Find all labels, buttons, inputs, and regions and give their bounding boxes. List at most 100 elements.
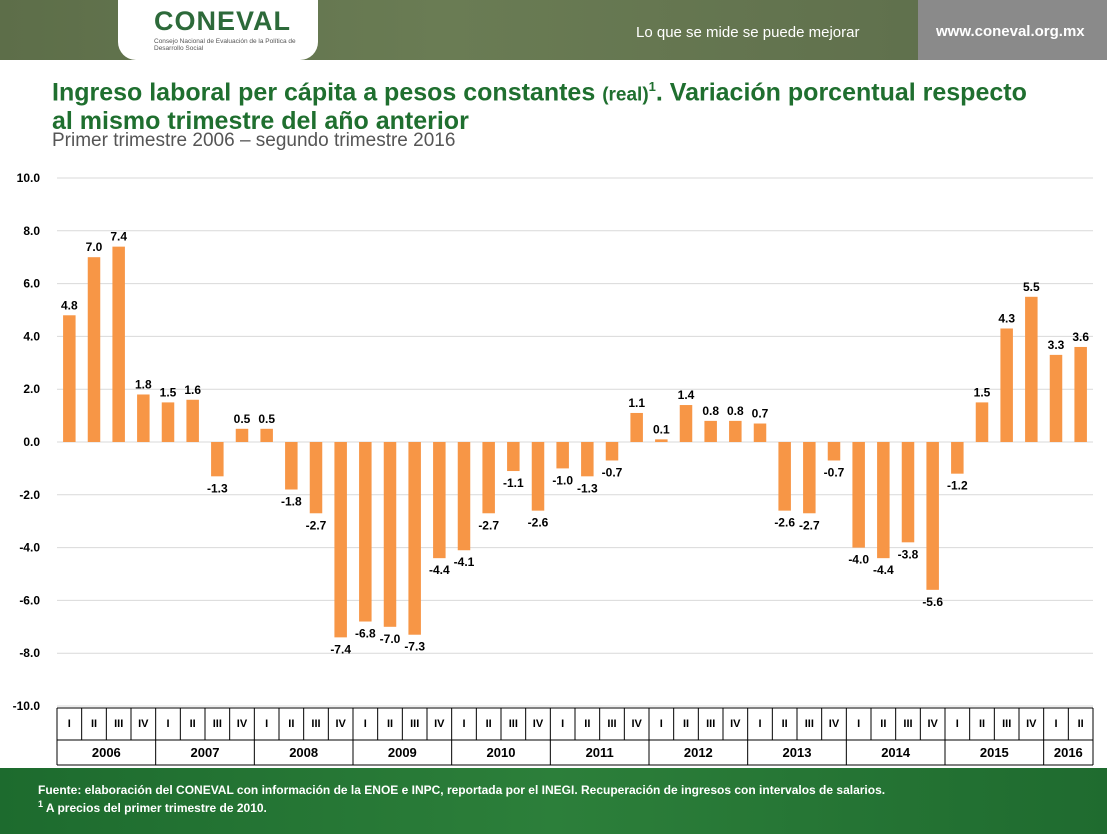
quarter-label: IV	[927, 718, 938, 730]
bar	[803, 442, 816, 514]
data-label: 1.4	[678, 388, 695, 402]
bar	[186, 399, 199, 442]
footnote-text: A precios del primer trimestre de 2010.	[43, 801, 267, 815]
year-label: 2013	[783, 745, 812, 760]
bar	[1025, 296, 1038, 442]
y-tick-label: 10.0	[17, 171, 41, 185]
source-note: Fuente: elaboración del CONEVAL con info…	[38, 783, 886, 797]
bar	[1074, 346, 1087, 442]
bar	[211, 442, 224, 477]
data-label: -2.6	[528, 516, 549, 530]
footer-band: Fuente: elaboración del CONEVAL con info…	[0, 768, 1107, 834]
bar	[877, 442, 890, 559]
data-label: 1.5	[160, 385, 177, 399]
data-label: -1.0	[552, 473, 573, 487]
bar	[852, 442, 865, 548]
data-label: -2.7	[306, 518, 327, 532]
bar	[679, 405, 693, 442]
quarter-label: II	[387, 718, 393, 730]
quarter-label: II	[683, 718, 689, 730]
data-label: -6.8	[355, 627, 376, 641]
quarter-label: IV	[434, 718, 445, 730]
quarter-label: I	[857, 718, 860, 730]
logo: CONEVAL Consejo Nacional de Evaluación d…	[118, 0, 318, 60]
data-label: 1.6	[184, 383, 201, 397]
data-label: -7.0	[380, 632, 401, 646]
bar	[827, 442, 841, 461]
bar	[334, 442, 347, 638]
bar	[531, 442, 545, 511]
bar	[1000, 328, 1013, 442]
quarter-label: I	[68, 718, 71, 730]
year-label: 2015	[980, 745, 1009, 760]
bar	[901, 442, 915, 543]
quarter-label: IV	[335, 718, 346, 730]
bar	[753, 423, 767, 442]
year-label: 2016	[1054, 745, 1083, 760]
quarter-label: III	[509, 718, 518, 730]
quarter-label: III	[706, 718, 715, 730]
bar	[359, 442, 372, 622]
quarter-label: III	[805, 718, 814, 730]
quarter-label: IV	[730, 718, 741, 730]
quarter-label: I	[660, 718, 663, 730]
y-tick-label: 6.0	[23, 277, 40, 291]
bar	[235, 428, 249, 442]
quarter-label: III	[1002, 718, 1011, 730]
quarter-label: I	[462, 718, 465, 730]
quarter-label: I	[561, 718, 564, 730]
data-label: -4.1	[454, 555, 475, 569]
quarter-label: IV	[533, 718, 544, 730]
bar	[457, 442, 471, 551]
data-label: -2.7	[799, 518, 820, 532]
data-label: 7.0	[86, 240, 103, 254]
logo-wordmark: CONEVAL	[154, 6, 292, 36]
bar-chart: 10.0 8.0 6.0 4.0 2.0 0.0 -2.0 -4.0 -6.0 -8.0 -10.0…	[13, 171, 1094, 766]
data-label: 3.6	[1072, 330, 1089, 344]
quarter-label: III	[903, 718, 912, 730]
data-label: -0.7	[824, 465, 845, 479]
quarter-label: II	[782, 718, 788, 730]
title-real: (real)	[602, 84, 649, 106]
y-tick-label: -8.0	[19, 646, 40, 660]
quarter-label: II	[1078, 718, 1084, 730]
data-label: -4.4	[873, 563, 894, 577]
data-label: 0.7	[752, 407, 769, 421]
bar	[309, 442, 323, 514]
bar	[482, 442, 495, 514]
bar	[630, 412, 643, 442]
footnote-marker: 1	[38, 799, 44, 809]
data-label: -1.2	[947, 479, 968, 493]
bar	[556, 442, 569, 469]
chart-subtitle: Primer trimestre 2006 – segundo trimestr…	[52, 130, 456, 151]
year-label: 2012	[684, 745, 713, 760]
data-label: 0.8	[702, 404, 719, 418]
data-label: -1.3	[577, 481, 598, 495]
url-box: www.coneval.org.mx	[918, 0, 1107, 60]
data-label: 7.4	[110, 230, 127, 244]
data-label: 1.8	[135, 377, 152, 391]
quarter-label: I	[166, 718, 169, 730]
quarter-label: III	[607, 718, 616, 730]
bar	[408, 442, 421, 635]
data-label: 0.5	[234, 412, 251, 426]
title-part-b: . Variación porcentual respecto al mismo…	[52, 78, 1027, 136]
year-label: 2011	[586, 745, 614, 760]
year-label: 2006	[92, 745, 121, 760]
bar	[951, 442, 964, 474]
chart-title: Ingreso laboral per cápita a pesos const…	[52, 74, 1052, 134]
bar	[605, 442, 619, 461]
bar	[285, 442, 298, 490]
year-label: 2009	[388, 745, 417, 760]
year-label: 2007	[191, 745, 220, 760]
website-url[interactable]: www.coneval.org.mx	[936, 23, 1085, 40]
title-footnote-marker: 1	[648, 79, 656, 94]
quarter-label: III	[410, 718, 419, 730]
footnote: 1 A precios del primer trimestre de 2010…	[38, 799, 267, 815]
header-band: CONEVAL Consejo Nacional de Evaluación d…	[0, 0, 1107, 60]
title-part-a: Ingreso laboral per cápita a pesos const…	[52, 78, 603, 107]
y-tick-label: 2.0	[23, 382, 40, 396]
bar	[778, 442, 791, 511]
quarter-label: IV	[138, 718, 149, 730]
data-label: -1.1	[503, 476, 524, 490]
